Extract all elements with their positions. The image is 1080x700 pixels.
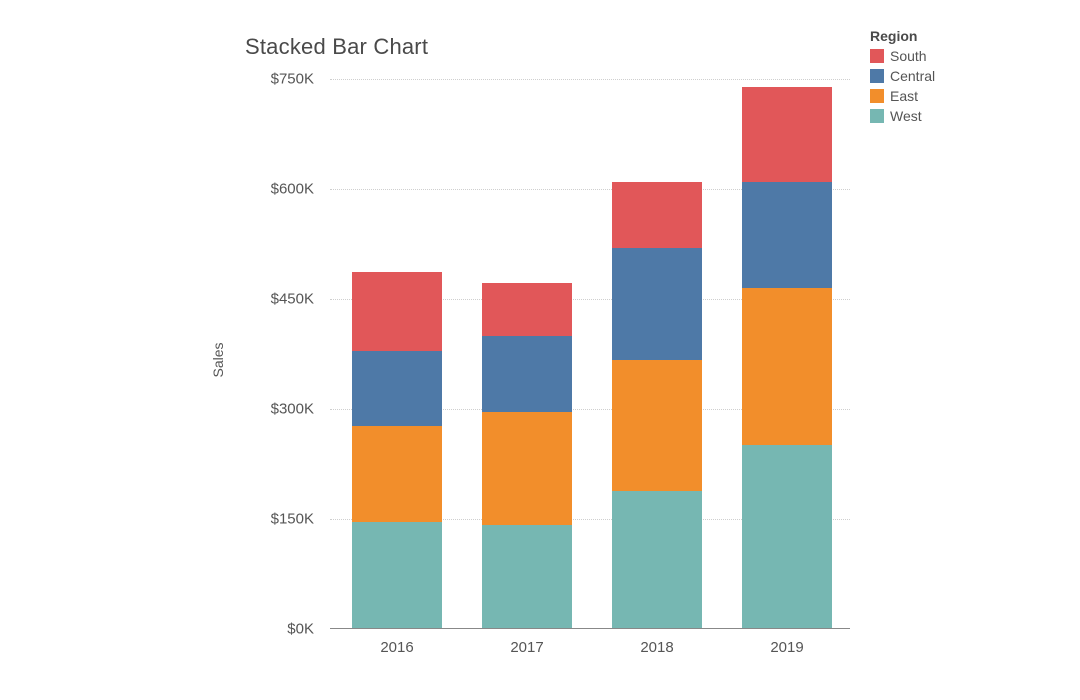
legend-label: South xyxy=(890,48,927,64)
legend-label: Central xyxy=(890,68,935,84)
segment-south xyxy=(742,87,832,182)
plot-area: $0K$150K$300K$450K$600K$750K201620172018… xyxy=(330,79,850,629)
legend-item-east: East xyxy=(870,86,935,106)
segment-central xyxy=(482,336,572,412)
y-tick-label: $750K xyxy=(224,71,314,88)
segment-south xyxy=(612,182,702,248)
legend-item-central: Central xyxy=(870,66,935,86)
segment-west xyxy=(742,445,832,628)
segment-west xyxy=(612,491,702,628)
legend-item-west: West xyxy=(870,106,935,126)
segment-east xyxy=(482,412,572,526)
y-tick-label: $300K xyxy=(224,401,314,418)
segment-west xyxy=(482,525,572,628)
segment-south xyxy=(352,272,442,350)
chart-frame: Stacked Bar Chart Sales $0K$150K$300K$45… xyxy=(0,0,1080,700)
y-tick-label: $0K xyxy=(224,621,314,638)
segment-south xyxy=(482,283,572,337)
legend-swatch xyxy=(870,69,884,83)
legend-label: West xyxy=(890,108,922,124)
legend-item-south: South xyxy=(870,46,935,66)
x-tick-label: 2018 xyxy=(612,639,702,656)
legend-title: Region xyxy=(870,28,935,44)
x-tick-label: 2016 xyxy=(352,639,442,656)
x-tick-label: 2017 xyxy=(482,639,572,656)
segment-east xyxy=(612,360,702,491)
segment-central xyxy=(352,351,442,427)
segment-central xyxy=(742,182,832,288)
segment-east xyxy=(742,288,832,444)
legend-swatch xyxy=(870,49,884,63)
segment-east xyxy=(352,426,442,521)
grid-line xyxy=(330,79,850,80)
y-axis-label: Sales xyxy=(210,342,226,377)
y-tick-label: $150K xyxy=(224,511,314,528)
chart-title: Stacked Bar Chart xyxy=(245,34,428,60)
legend-swatch xyxy=(870,109,884,123)
segment-central xyxy=(612,248,702,360)
legend-swatch xyxy=(870,89,884,103)
x-tick-label: 2019 xyxy=(742,639,832,656)
legend-label: East xyxy=(890,88,918,104)
y-tick-label: $600K xyxy=(224,181,314,198)
segment-west xyxy=(352,522,442,628)
legend: Region South Central East West xyxy=(870,28,935,126)
y-tick-label: $450K xyxy=(224,291,314,308)
